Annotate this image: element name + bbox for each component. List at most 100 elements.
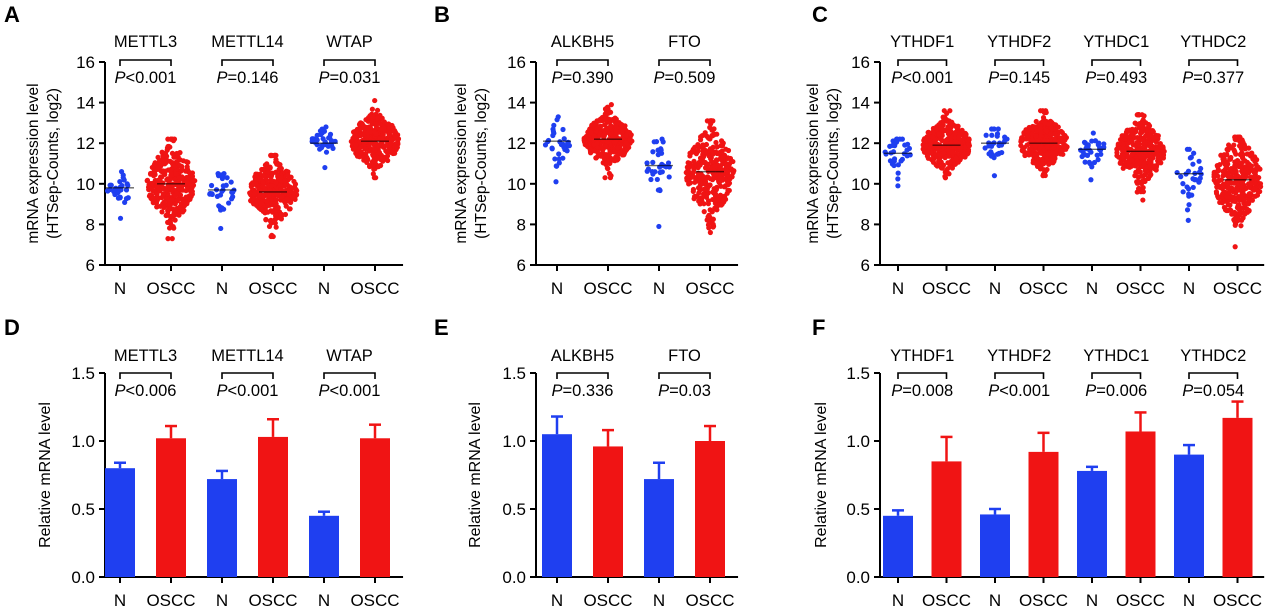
data-point: [1153, 167, 1159, 173]
data-point: [1142, 140, 1148, 147]
data-point: [944, 166, 951, 172]
data-point: [1029, 131, 1035, 137]
data-point: [710, 216, 716, 223]
bar: [1028, 451, 1059, 577]
gene-label: METTL3: [114, 33, 177, 51]
data-point: [605, 153, 611, 159]
data-point: [591, 148, 597, 154]
data-point: [1239, 174, 1245, 180]
data-point: [602, 175, 608, 181]
data-point: [587, 146, 593, 152]
p-value-label: P<0.001: [988, 382, 1050, 400]
data-point: [228, 179, 234, 185]
x-tick-label: N: [318, 279, 330, 298]
data-point: [1141, 161, 1147, 167]
y-tick-label: 1.0: [502, 432, 526, 451]
data-point: [1040, 171, 1047, 177]
data-point: [1233, 151, 1239, 157]
y-tick-label: 1.0: [846, 432, 870, 451]
data-point: [117, 179, 123, 185]
data-point: [167, 158, 173, 164]
data-point: [161, 204, 167, 211]
panel-B: B 6 8 10 12 14 16 mRNA expression level (HTSep-C…: [434, 2, 739, 298]
data-point: [1146, 123, 1153, 129]
data-point: [158, 195, 165, 201]
data-point: [1197, 175, 1203, 181]
data-point: [1044, 128, 1050, 134]
data-point: [1190, 161, 1196, 167]
x-tick-label: OSCC: [146, 279, 195, 298]
data-point: [374, 107, 381, 113]
x-tick-label: OSCC: [350, 591, 399, 610]
data-point: [952, 130, 958, 137]
data-point: [689, 163, 695, 169]
data-point: [685, 167, 691, 173]
data-point: [1244, 207, 1250, 213]
p-value-label: P=0.336: [552, 382, 614, 400]
data-point: [1246, 192, 1252, 198]
significance-bracket: [994, 59, 1045, 66]
data-point: [381, 126, 387, 132]
data-point: [1154, 151, 1160, 157]
data-point: [1140, 179, 1146, 185]
data-point: [1238, 163, 1244, 169]
bar: [695, 441, 725, 577]
data-point: [893, 139, 900, 145]
data-point: [613, 127, 619, 133]
y-tick-label: 0.5: [846, 500, 870, 519]
data-point: [952, 123, 958, 129]
data-point: [560, 126, 566, 133]
data-point: [1233, 137, 1239, 143]
y-axis-label: Relative mRNA level: [813, 402, 830, 548]
data-point: [1186, 202, 1192, 208]
data-point: [1125, 159, 1132, 166]
x-tick-label: OSCC: [1116, 279, 1165, 298]
bar: [360, 438, 390, 577]
data-point: [1125, 154, 1131, 161]
data-point: [1150, 129, 1156, 135]
data-point: [1135, 112, 1142, 118]
data-point: [708, 118, 714, 124]
data-point: [269, 232, 275, 238]
data-point: [1043, 109, 1049, 116]
significance-bracket: [119, 372, 172, 379]
data-point: [939, 137, 945, 144]
bar: [931, 461, 962, 577]
significance-bracket: [1091, 59, 1142, 66]
data-point: [648, 176, 654, 183]
y-tick-label: 8: [86, 215, 95, 234]
significance-bracket: [119, 59, 172, 66]
y-tick-label: 0.0: [846, 568, 870, 587]
data-point: [718, 202, 724, 208]
data-point: [939, 165, 945, 171]
data-point: [1184, 207, 1191, 213]
data-point: [1091, 159, 1098, 166]
data-point: [891, 156, 898, 162]
gene-label: WTAP: [326, 33, 372, 51]
scatter-series-n: [1078, 130, 1107, 183]
data-point: [1221, 171, 1228, 177]
data-point: [620, 123, 626, 129]
data-point: [725, 181, 731, 188]
p-value-label: P=0.054: [1182, 382, 1244, 400]
data-point: [895, 162, 901, 168]
data-point: [604, 139, 610, 145]
data-point: [552, 156, 558, 162]
data-point: [1134, 180, 1140, 186]
data-point: [372, 97, 378, 104]
gene-label: YTHDF1: [890, 347, 954, 365]
data-point: [1250, 167, 1256, 173]
data-point: [274, 160, 280, 166]
data-point: [542, 142, 549, 148]
scatter-series-oscc: [348, 97, 402, 181]
data-point: [1152, 163, 1158, 169]
data-point: [1185, 186, 1192, 192]
data-point: [1135, 141, 1141, 147]
p-value-label: P<0.001: [115, 69, 177, 87]
y-tick-label: 1.5: [71, 364, 95, 383]
data-point: [358, 132, 364, 138]
significance-bracket: [1091, 372, 1142, 379]
data-point: [260, 183, 266, 189]
data-point: [176, 212, 182, 218]
y-tick-label: 12: [851, 134, 870, 153]
